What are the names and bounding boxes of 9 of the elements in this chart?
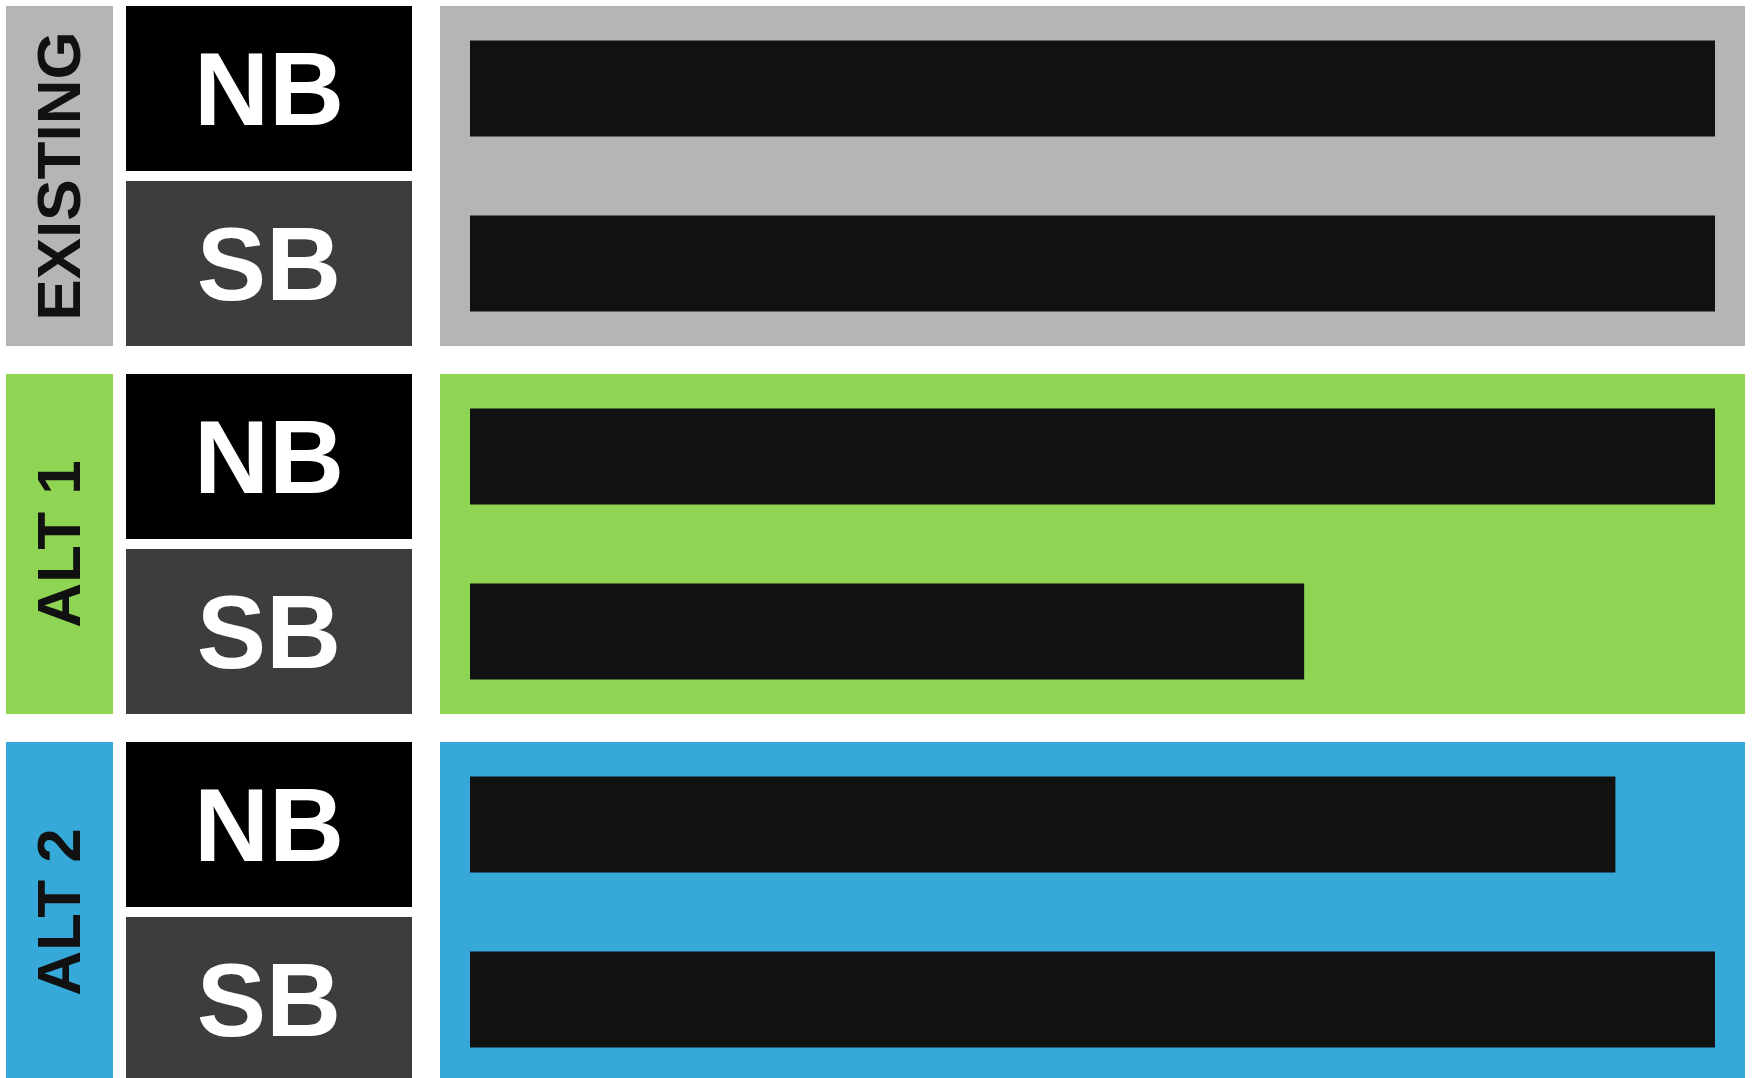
y-tick-label: SB — [196, 573, 342, 690]
y-tick-label: SB — [196, 941, 342, 1058]
text: ALT 2 — [24, 828, 93, 996]
y-tick-label: NB — [193, 766, 345, 883]
y-tick-label: SB — [196, 205, 342, 322]
text: ALT 1 — [24, 460, 93, 628]
y-tick-label: NB — [193, 398, 345, 515]
text: EXISTING — [24, 31, 93, 321]
y-tick-label: NB — [193, 30, 345, 147]
